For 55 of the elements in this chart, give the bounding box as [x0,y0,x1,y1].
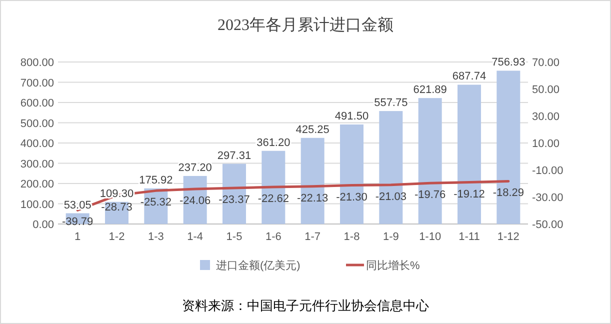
data-label: 425.25 [296,124,330,136]
y2-tick-label: 30.00 [532,111,560,123]
y2-tick-label: 10.00 [532,138,560,150]
data-label: 361.20 [256,136,290,149]
data-label: -22.62 [258,193,290,206]
legend-label: 同比增长% [366,259,420,272]
data-label: -19.12 [454,188,485,200]
y-tick-label: 200.00 [20,178,54,190]
data-label: 621.89 [413,84,447,96]
x-tick-label: 1-11 [458,231,480,243]
y-tick-label: 600.00 [20,98,54,110]
y-tick-label: 0.00 [32,219,54,231]
data-label: -21.03 [375,190,407,203]
data-label: -21.30 [336,191,368,204]
data-label: 491.50 [334,110,369,122]
data-label: -39.79 [62,216,94,228]
text: 资料来源：中国电子元件行业协会信息中心 [182,298,429,313]
x-tick-label: 1-12 [497,231,520,243]
x-tick-label: 1 [74,231,81,243]
y-tick-label: 800.00 [20,57,54,69]
data-label: -28.73 [101,201,132,214]
data-label: 557.75 [374,97,408,110]
x-tick-label: 1-8 [344,231,360,243]
y2-tick-label: 50.00 [532,84,560,96]
data-label: 756.93 [492,56,526,69]
data-label: 687.74 [452,70,486,83]
x-tick-label: 1-2 [108,231,125,243]
data-label: 175.92 [139,174,173,186]
data-label: -22.13 [296,192,328,204]
y-tick-label: 300.00 [20,158,54,170]
y2-tick-label: 70.00 [532,57,560,69]
data-label: -23.37 [218,194,250,206]
y-tick-label: 700.00 [20,77,54,90]
chart-title: 2023年各月累计进口金额 [218,16,394,34]
y-tick-label: 100.00 [20,198,54,211]
y-tick-label: 400.00 [20,138,54,150]
x-tick-label: 1-5 [226,231,242,243]
y2-tick-label: -10.00 [532,165,564,177]
x-tick-label: 1-3 [148,231,164,243]
data-label: 297.31 [217,150,252,162]
y-tick-label: 500.00 [20,118,54,130]
data-label: -25.32 [140,196,172,209]
data-label: -18.29 [492,187,524,200]
y2-tick-label: -30.00 [532,192,564,204]
data-label: -19.76 [414,189,446,202]
data-label: 53.05 [64,199,92,212]
y2-tick-label: -50.00 [532,219,564,231]
legend-label: 进口金额(亿美元) [216,259,300,272]
x-tick-label: 1-10 [419,231,442,243]
x-tick-label: 1-7 [304,231,321,243]
data-label: 237.20 [178,162,212,174]
x-tick-label: 1-4 [187,231,204,243]
x-tick-label: 1-6 [265,231,282,243]
data-label: -24.06 [179,194,211,207]
x-tick-label: 1-9 [382,231,399,243]
